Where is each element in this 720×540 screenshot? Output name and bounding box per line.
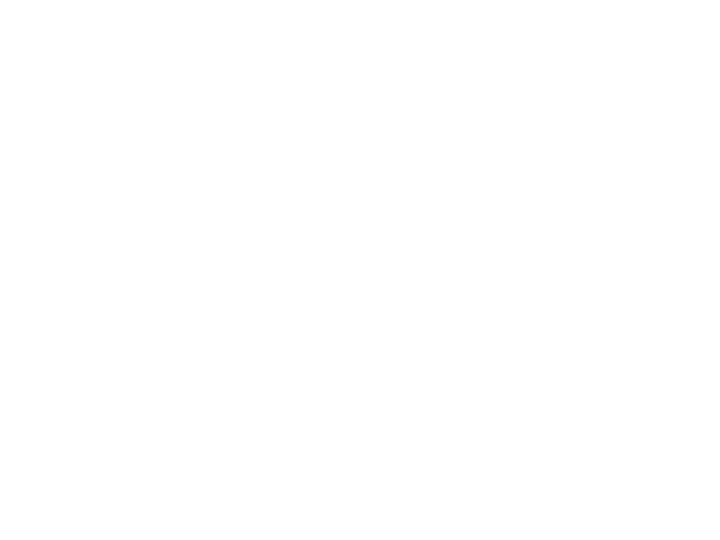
Ellipse shape [126,216,284,389]
Circle shape [274,82,287,91]
Ellipse shape [198,370,234,386]
Circle shape [138,476,150,485]
Ellipse shape [153,372,193,389]
Ellipse shape [121,134,247,239]
Text: F. Mitochondria: F. Mitochondria [436,401,611,425]
Ellipse shape [281,348,310,359]
Ellipse shape [104,113,335,427]
FancyBboxPatch shape [25,30,407,510]
Text: A. Vacuole: A. Vacuole [436,118,556,141]
Text: C. Cytoplasm: C. Cytoplasm [436,231,590,255]
Circle shape [267,465,280,475]
Circle shape [354,292,366,302]
Circle shape [66,292,78,302]
Text: 10.: 10. [192,439,233,463]
Ellipse shape [133,349,169,364]
Circle shape [210,476,222,485]
Text: 7.: 7. [287,223,311,247]
Text: 5.: 5. [50,129,73,152]
Text: 6.: 6. [251,96,275,120]
Ellipse shape [275,345,315,362]
FancyBboxPatch shape [32,59,418,508]
Text: 9.: 9. [45,439,70,463]
Ellipse shape [92,237,132,254]
Text: B. Chloroplast: B. Chloroplast [436,174,598,198]
Ellipse shape [83,200,112,211]
Circle shape [66,346,78,356]
Circle shape [354,238,366,248]
Ellipse shape [150,162,196,200]
Ellipse shape [158,375,187,386]
Circle shape [617,457,672,498]
Text: 8.: 8. [287,274,311,298]
Circle shape [210,71,222,80]
Ellipse shape [78,197,117,214]
FancyBboxPatch shape [72,84,364,470]
Ellipse shape [268,305,308,322]
Text: E. Cell Membrane: E. Cell Membrane [436,345,641,368]
Text: D. Cell Wall: D. Cell Wall [436,288,567,312]
Ellipse shape [133,146,227,221]
Circle shape [138,71,150,80]
Text: CHOOSE THE CORRECT LETTER: CHOOSE THE CORRECT LETTER [50,38,531,67]
Ellipse shape [97,240,126,251]
Ellipse shape [274,308,302,319]
Circle shape [66,238,78,248]
Circle shape [354,346,366,356]
Polygon shape [65,76,374,486]
